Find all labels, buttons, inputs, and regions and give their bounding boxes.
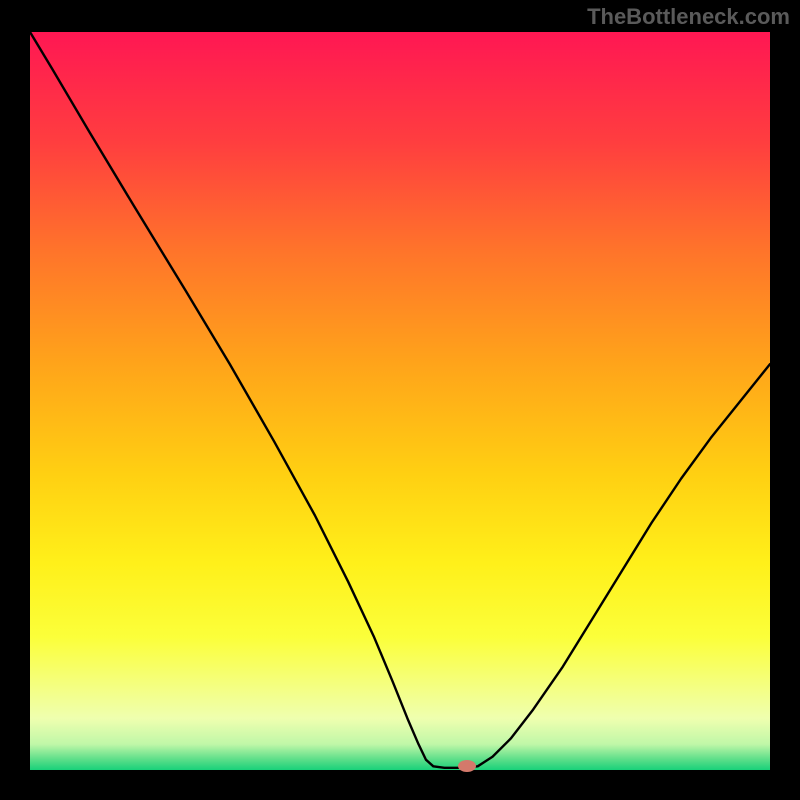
plot-area <box>30 32 770 770</box>
watermark-text: TheBottleneck.com <box>587 4 790 30</box>
chart-container: TheBottleneck.com <box>0 0 800 800</box>
optimal-marker <box>458 760 476 772</box>
bottleneck-curve <box>30 32 770 770</box>
